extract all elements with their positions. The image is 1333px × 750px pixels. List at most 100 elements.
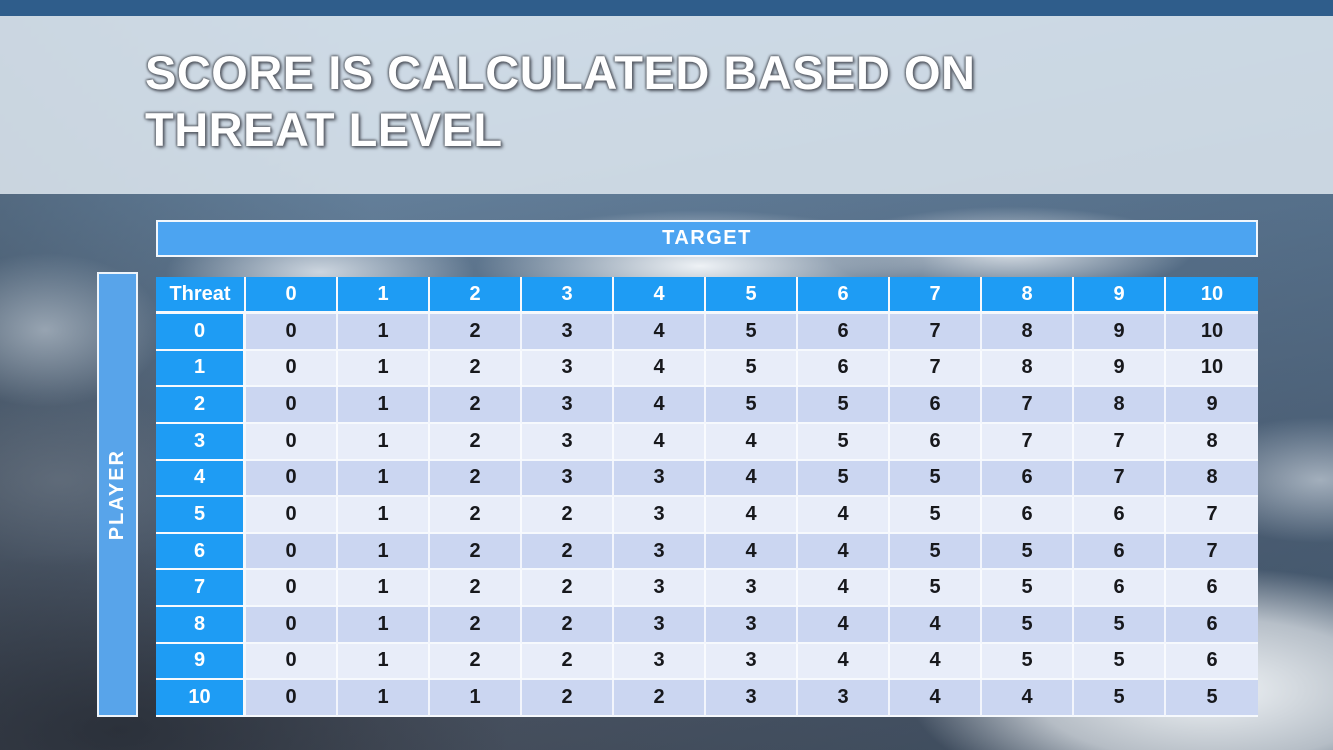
score-cell: 5	[798, 387, 890, 424]
score-cell: 0	[246, 643, 338, 681]
score-cell: 7	[982, 423, 1074, 461]
score-cell: 4	[706, 497, 798, 534]
score-cell: 0	[246, 314, 338, 351]
score-cell: 10	[1166, 314, 1258, 351]
score-cell: 4	[614, 314, 706, 351]
player-level-label: 6	[156, 533, 246, 571]
score-cell: 2	[430, 387, 522, 424]
target-axis-label: TARGET	[662, 227, 752, 249]
score-cell: 7	[890, 314, 982, 351]
score-cell: 10	[1166, 350, 1258, 388]
table-row: 10 0 1 1 2 2 3 3 4 4 5 5	[156, 680, 1258, 717]
score-cell: 0	[246, 607, 338, 644]
score-cell: 0	[246, 497, 338, 534]
score-cell: 2	[430, 570, 522, 607]
score-cell: 5	[982, 643, 1074, 681]
score-cell: 5	[1074, 643, 1166, 681]
score-cell: 6	[1166, 643, 1258, 681]
score-cell: 4	[614, 423, 706, 461]
score-cell: 2	[430, 423, 522, 461]
score-cell: 0	[246, 570, 338, 607]
score-cell: 5	[798, 423, 890, 461]
score-cell: 3	[522, 350, 614, 388]
score-cell: 4	[706, 423, 798, 461]
score-cell: 3	[706, 607, 798, 644]
score-cell: 5	[1074, 680, 1166, 717]
score-cell: 3	[522, 387, 614, 424]
score-cell: 5	[890, 497, 982, 534]
score-cell: 3	[614, 533, 706, 571]
score-cell: 8	[982, 350, 1074, 388]
score-cell: 4	[982, 680, 1074, 717]
score-cell: 3	[522, 314, 614, 351]
score-matrix-table: Threat 0 1 2 3 4 5 6 7 8 9 10 0 0 1 2 3 4 5 6 7 8 9 10 1 0 1 2 3 4 5 6…	[156, 277, 1258, 717]
score-cell: 2	[430, 497, 522, 534]
score-cell: 8	[982, 314, 1074, 351]
score-cell: 4	[798, 643, 890, 681]
score-cell: 0	[246, 460, 338, 498]
score-cell: 2	[522, 607, 614, 644]
score-cell: 9	[1166, 387, 1258, 424]
score-cell: 4	[706, 460, 798, 498]
score-cell: 5	[982, 607, 1074, 644]
score-cell: 4	[890, 607, 982, 644]
score-cell: 6	[1166, 570, 1258, 607]
score-cell: 1	[338, 387, 430, 424]
score-cell: 1	[338, 607, 430, 644]
score-cell: 3	[706, 680, 798, 717]
score-cell: 3	[706, 570, 798, 607]
score-cell: 6	[798, 350, 890, 388]
score-cell: 4	[614, 387, 706, 424]
score-cell: 7	[1074, 460, 1166, 498]
score-cell: 7	[890, 350, 982, 388]
score-cell: 6	[890, 387, 982, 424]
score-cell: 4	[798, 533, 890, 571]
score-cell: 5	[798, 460, 890, 498]
score-cell: 3	[522, 423, 614, 461]
score-cell: 4	[798, 570, 890, 607]
score-cell: 4	[706, 533, 798, 571]
player-level-label: 8	[156, 607, 246, 644]
score-cell: 7	[1074, 423, 1166, 461]
score-cell: 5	[1166, 680, 1258, 717]
threat-corner-header: Threat	[156, 277, 246, 314]
score-cell: 5	[982, 570, 1074, 607]
score-cell: 6	[982, 460, 1074, 498]
score-cell: 1	[338, 533, 430, 571]
score-cell: 3	[614, 497, 706, 534]
score-cell: 8	[1074, 387, 1166, 424]
score-cell: 2	[522, 643, 614, 681]
score-cell: 3	[706, 643, 798, 681]
target-level-header: 3	[522, 277, 614, 314]
score-cell: 0	[246, 680, 338, 717]
player-level-label: 1	[156, 350, 246, 388]
score-cell: 1	[338, 680, 430, 717]
score-cell: 6	[1074, 570, 1166, 607]
player-axis-label: PLAYER	[106, 448, 128, 541]
score-cell: 1	[338, 423, 430, 461]
target-level-header: 7	[890, 277, 982, 314]
score-cell: 3	[614, 570, 706, 607]
score-cell: 4	[614, 350, 706, 388]
score-cell: 6	[1074, 533, 1166, 571]
target-level-header: 1	[338, 277, 430, 314]
slide-title: SCORE IS CALCULATED BASED ON THREAT LEVE…	[145, 46, 976, 157]
score-cell: 3	[614, 643, 706, 681]
player-level-label: 3	[156, 423, 246, 461]
player-level-label: 4	[156, 460, 246, 498]
score-cell: 0	[246, 423, 338, 461]
score-cell: 1	[338, 350, 430, 388]
score-cell: 3	[798, 680, 890, 717]
target-level-header: 2	[430, 277, 522, 314]
score-cell: 1	[338, 497, 430, 534]
score-cell: 6	[1166, 607, 1258, 644]
score-cell: 4	[798, 607, 890, 644]
score-cell: 4	[890, 680, 982, 717]
score-cell: 2	[430, 460, 522, 498]
